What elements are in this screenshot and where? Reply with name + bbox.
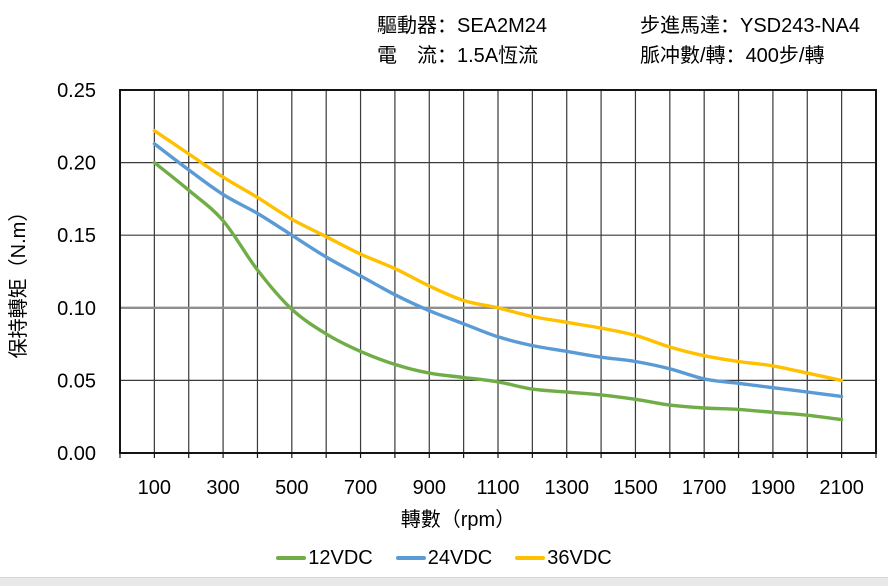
pulses-value: 400步/轉 [745, 45, 825, 67]
x-tick-label: 300 [206, 477, 239, 499]
driver-value: SEA2M24 [457, 15, 548, 37]
pulses-label: 脈冲數/轉： [640, 45, 746, 67]
y-tick-label: 0.20 [57, 153, 96, 175]
y-axis-title: 保持轉矩（N.m） [7, 202, 30, 359]
legend-item-12VDC: 12VDC [276, 546, 373, 570]
x-tick-label: 2100 [819, 477, 864, 499]
curve-24VDC [152, 142, 844, 399]
x-tick-label: 900 [413, 477, 446, 499]
x-axis-title: 轉數（rpm） [401, 508, 515, 531]
chart-header-right: 步進馬達：YSD243-NA4 脈冲數/轉：400步/轉 [640, 11, 860, 71]
x-tick-label: 1100 [476, 477, 519, 499]
torque-speed-plot: 100 300 500 700 900 1100 1300 1500 1700 1900 2100 0… [7, 80, 877, 531]
legend-line-swatch-24VDC [395, 556, 426, 560]
x-tick-label: 100 [138, 477, 171, 499]
legend-line-swatch-36VDC [515, 556, 546, 560]
y-tick-label: 0.00 [57, 443, 96, 465]
legend-label-12VDC: 12VDC [308, 546, 373, 569]
motor-label: 步進馬達： [640, 15, 740, 37]
motor-value: YSD243-NA4 [740, 15, 861, 37]
current-value: 1.5A恆流 [457, 45, 539, 67]
chart-header-left: 驅動器：SEA2M24 電 流：1.5A恆流 [377, 11, 547, 71]
legend-line-swatch-12VDC [276, 556, 307, 560]
legend-item-36VDC: 36VDC [515, 546, 612, 570]
y-tick-label: 0.10 [57, 298, 96, 320]
driver-row: 驅動器：SEA2M24 [377, 11, 547, 41]
pulses-row: 脈冲數/轉：400步/轉 [640, 41, 860, 71]
legend-label-36VDC: 36VDC [547, 546, 612, 569]
current-row: 電 流：1.5A恆流 [377, 41, 547, 71]
legend-label-24VDC: 24VDC [427, 546, 493, 569]
curve-12VDC [152, 160, 844, 422]
chart-legend: 12VDC 24VDC 36VDC [0, 545, 888, 571]
x-tick-label: 500 [275, 477, 308, 499]
x-tick-label: 1700 [682, 477, 727, 499]
x-tick-label: 1500 [613, 477, 658, 499]
y-tick-label: 0.25 [57, 80, 96, 102]
driver-label: 驅動器： [377, 15, 457, 37]
motor-row: 步進馬達：YSD243-NA4 [640, 11, 860, 41]
current-label: 電 流： [377, 45, 457, 67]
x-tick-label: 1900 [751, 477, 796, 499]
x-tick-label: 1300 [544, 477, 589, 499]
y-tick-label: 0.05 [57, 370, 96, 392]
legend-item-24VDC: 24VDC [395, 546, 493, 570]
bottom-window-strip [0, 577, 888, 586]
x-tick-label: 700 [344, 477, 377, 499]
y-tick-label: 0.15 [57, 225, 96, 247]
curve-36VDC [152, 128, 844, 383]
